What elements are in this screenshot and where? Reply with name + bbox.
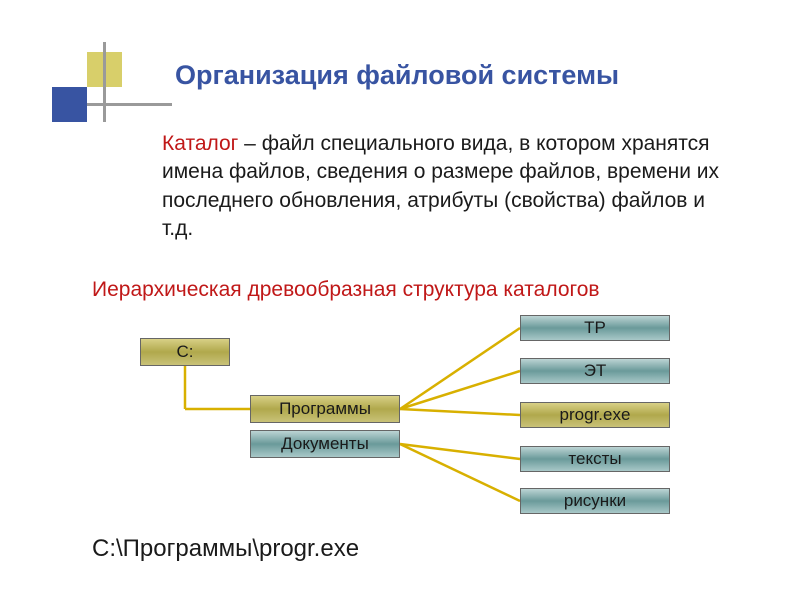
deco-line-v	[103, 42, 106, 122]
title-decorator	[52, 52, 122, 122]
node-et: ЭТ	[520, 358, 670, 384]
node-txt: тексты	[520, 446, 670, 472]
page-title: Организация файловой системы	[175, 60, 619, 91]
diagram-subheader: Иерархическая древообразная структура ка…	[92, 278, 600, 302]
term-keyword: Каталог	[162, 132, 238, 155]
node-tp: TP	[520, 315, 670, 341]
definition-paragraph: Каталог – файл специального вида, в кото…	[162, 130, 722, 243]
node-c: С:	[140, 338, 230, 366]
path-example: С:\Программы\progr.exe	[92, 535, 359, 563]
deco-line-h	[87, 103, 172, 106]
node-docs: Документы	[250, 430, 400, 458]
node-prog: Программы	[250, 395, 400, 423]
term-definition: – файл специального вида, в котором хран…	[162, 132, 719, 240]
node-pic: рисунки	[520, 488, 670, 514]
node-exe: progr.exe	[520, 402, 670, 428]
tree-diagram: С: Программы Документы TP ЭТ progr.exe тексты р…	[90, 310, 710, 540]
deco-square-bottom	[52, 87, 87, 122]
